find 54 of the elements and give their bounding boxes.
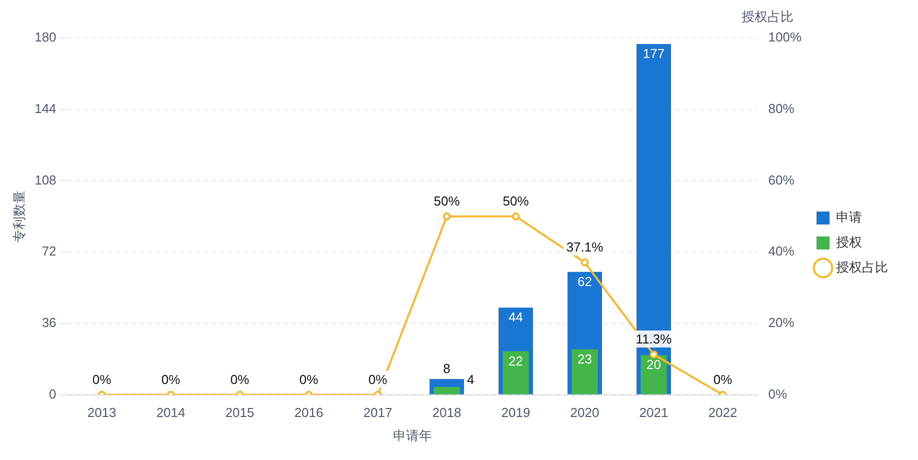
data-label: 44 [508,310,523,325]
x-tick-label: 2016 [294,405,324,420]
y-tick-label: 180 [34,30,56,45]
y-tick-label: 144 [34,100,56,116]
point [442,212,451,220]
data-label: 0% [161,372,181,387]
x-tick-label: 2013 [87,405,116,420]
bar [572,349,598,394]
data-label: 62 [578,274,592,289]
data-label: 22 [508,353,523,368]
y-tick-label: 108 [34,172,56,188]
data-label: 50% [434,193,460,208]
data-label: 0% [92,372,112,387]
y2-tick-label: 60% [768,172,795,188]
data-label: 0% [230,372,250,387]
x-axis-title: 申请年 [392,428,432,443]
x-tick-label: 2015 [225,405,254,420]
x-tick-label: 2017 [363,405,392,420]
y2-tick-label: 40% [768,244,795,259]
data-label: 0% [713,372,733,387]
y2-tick-label: 100% [768,30,802,45]
data-label: 4 [467,372,474,387]
legend-label: 授权 [836,234,862,250]
bar [434,386,460,394]
data-label: 37.1% [566,240,604,255]
point [580,258,589,266]
y-axis-title: 专利数量 [11,190,26,242]
point [650,350,658,358]
y-tick-label: 72 [42,244,56,259]
y-tick-label: 0 [49,386,56,402]
data-label: 0% [299,372,319,387]
x-tick-label: 2019 [501,405,530,420]
x-tick-label: 2020 [570,405,600,420]
data-label: 11.3% [636,332,672,347]
x-tick-label: 2014 [156,405,186,420]
y2-tick-label: 20% [768,315,795,330]
bar [640,355,667,394]
legend-label: 申请 [836,210,862,225]
x-tick-label: 2018 [432,405,462,420]
x-tick-label: 2022 [708,405,738,420]
data-label: 50% [502,193,530,208]
legend-label: 授权占比 [836,260,888,275]
data-label: 8 [443,361,450,376]
x-tick-label: 2021 [639,405,668,420]
y-tick-label: 36 [42,315,56,330]
point [512,212,520,220]
data-label: 20 [646,357,661,372]
y2-tick-label: 80% [768,100,795,116]
data-label: 0% [368,372,388,387]
data-label: 23 [578,351,592,366]
y2-tick-label: 0% [768,386,788,402]
data-label: 177 [642,46,665,62]
y2-axis-title: 授权占比 [741,9,794,24]
bar [502,351,529,394]
